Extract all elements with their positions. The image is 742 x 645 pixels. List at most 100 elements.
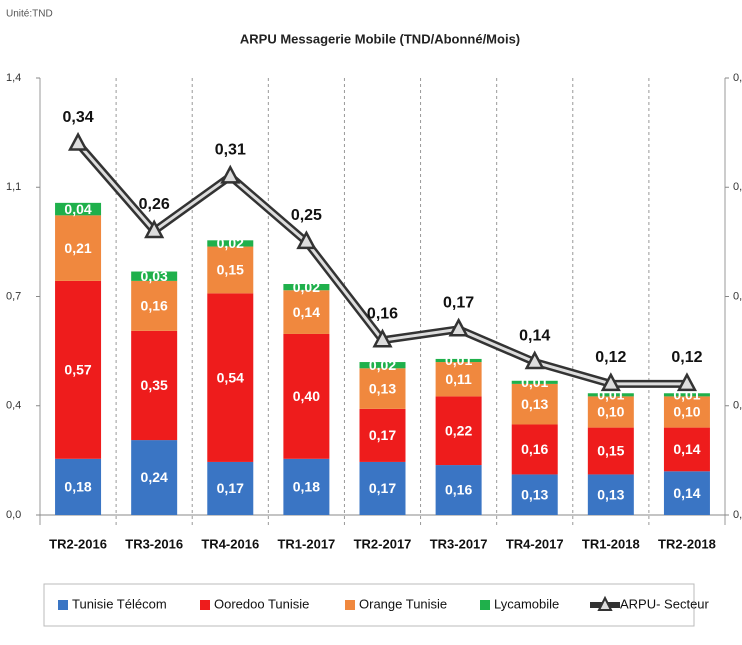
bar-segment (359, 408, 406, 462)
line-label: 0,12 (595, 349, 626, 366)
data-label: 0,10 (673, 404, 700, 420)
line-label: 0,14 (519, 327, 550, 344)
marker (220, 164, 241, 184)
bar-segment (55, 280, 102, 459)
data-label: 0,14 (293, 304, 320, 320)
y2-tick-label: 0, (733, 290, 742, 302)
data-label: 0,16 (445, 482, 472, 498)
line-label: 0,34 (62, 109, 93, 126)
bar-segment (359, 368, 406, 409)
bar-segment (435, 465, 482, 515)
bar-segment (207, 293, 254, 462)
line-label: 0,12 (671, 349, 702, 366)
legend-marker (597, 595, 613, 611)
y2-tick-label: 0, (733, 509, 742, 521)
bar-segment (435, 396, 482, 466)
data-label: 0,01 (521, 374, 548, 390)
bar-segment (359, 461, 406, 515)
bar-segment (131, 280, 178, 331)
legend-label: ARPU- Secteur (620, 596, 710, 611)
bar-segment (131, 330, 178, 441)
data-label: 0,21 (64, 240, 91, 256)
x-tick-label: TR3-2017 (430, 536, 488, 551)
data-label: 0,17 (369, 427, 396, 443)
marker (372, 328, 393, 348)
marker (296, 230, 317, 250)
bar-segment (55, 458, 102, 515)
data-label: 0,11 (445, 371, 472, 387)
x-tick-label: TR3-2016 (125, 536, 183, 551)
bar-segment (207, 461, 254, 515)
legend-box (43, 583, 695, 627)
x-tick-label: TR4-2017 (506, 536, 564, 551)
bar-segment (663, 393, 710, 397)
data-label: 0,02 (293, 279, 320, 295)
legend-label: Lycamobile (494, 596, 559, 611)
data-label: 0,54 (217, 369, 244, 385)
legend-swatch (200, 600, 210, 610)
bar-segment (663, 427, 710, 472)
legend-swatch (58, 600, 68, 610)
line-label: 0,26 (139, 196, 170, 213)
x-tick-label: TR2-2016 (49, 536, 107, 551)
x-tick-label: TR2-2017 (354, 536, 412, 551)
line-label: 0,31 (215, 142, 246, 159)
bar-segment (663, 396, 710, 428)
data-label: 0,14 (673, 485, 700, 501)
y2-tick-label: 0, (733, 400, 742, 412)
marker (448, 317, 469, 337)
y-tick-label: 1,4 (6, 72, 21, 84)
bar-segment (435, 362, 482, 397)
bar-segment (131, 271, 178, 281)
y-tick-label: 0,0 (6, 509, 21, 521)
data-label: 0,18 (64, 479, 91, 495)
bar-segment (283, 333, 330, 459)
bar-segment (511, 474, 558, 515)
data-label: 0,40 (293, 388, 320, 404)
bar-segment (435, 358, 482, 363)
bar-segment (131, 440, 178, 515)
bar-segment (587, 393, 634, 397)
y-tick-label: 1,1 (6, 181, 21, 193)
data-label: 0,22 (445, 422, 472, 438)
bar-segment (283, 290, 330, 334)
data-label: 0,03 (141, 268, 168, 284)
legend-label: Orange Tunisie (359, 596, 447, 611)
line-label: 0,25 (291, 207, 322, 224)
data-label: 0,17 (217, 480, 244, 496)
bar-segment (207, 240, 254, 247)
marker (67, 131, 89, 151)
data-label: 0,02 (217, 235, 244, 251)
x-tick-label: TR4-2016 (201, 536, 259, 551)
line-label: 0,16 (367, 305, 398, 322)
x-tick-label: TR2-2018 (658, 536, 716, 551)
chart-title: ARPU Messagerie Mobile (TND/Abonné/Mois) (240, 31, 520, 46)
y2-tick-label: 0, (733, 181, 742, 193)
data-label: 0,02 (369, 357, 396, 373)
bar-segment (283, 458, 330, 515)
data-label: 0,10 (597, 404, 624, 420)
data-label: 0,15 (597, 443, 624, 459)
marker (676, 372, 698, 392)
data-label: 0,13 (521, 486, 548, 502)
marker (144, 219, 165, 239)
bar-segment (587, 396, 634, 428)
y-tick-label: 0,4 (6, 400, 21, 412)
data-label: 0,13 (521, 396, 548, 412)
data-label: 0,16 (521, 441, 548, 457)
data-label: 0,14 (673, 441, 700, 457)
data-label: 0,57 (64, 362, 91, 378)
bar-segment (587, 474, 634, 515)
x-tick-label: TR1-2018 (582, 536, 640, 551)
line-label: 0,17 (443, 294, 474, 311)
data-label: 0,16 (141, 298, 168, 314)
data-label: 0,13 (369, 380, 396, 396)
bar-segment (207, 246, 254, 294)
data-label: 0,35 (141, 377, 168, 393)
marker (600, 372, 621, 392)
legend-swatch (345, 600, 355, 610)
bar-segment (359, 362, 406, 369)
data-label: 0,15 (217, 262, 244, 278)
bar-segment (663, 471, 710, 515)
